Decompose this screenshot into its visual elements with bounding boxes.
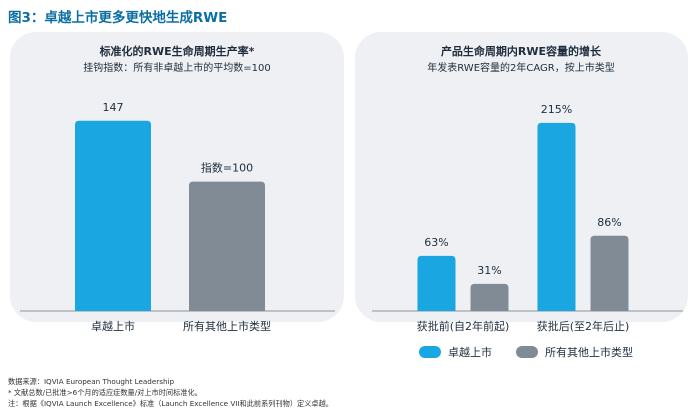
left-bar-value-label-1: 147 — [103, 101, 124, 114]
left-category-label-1: 卓越上市 — [91, 319, 135, 333]
footer-note-1: * 文献总数/已批准>6个月的适应症数量/对上市时间标准化。 — [8, 388, 202, 397]
left-bar-1 — [75, 120, 151, 311]
right-bar-1-1 — [417, 255, 456, 311]
right-chart-panel — [355, 32, 688, 322]
right-bar-value-label-1-2: 31% — [477, 264, 501, 277]
footer-note-2: 注：根据《IQVIA Launch Excellence》标准（Launch E… — [8, 399, 333, 408]
footer-source: 数据来源：IQVIA European Thought Leadership — [8, 377, 175, 386]
left-bar-2 — [189, 181, 265, 311]
left-chart-title: 标准化的RWE生命周期生产率* — [99, 44, 255, 58]
right-bar-1-2 — [470, 283, 509, 311]
right-bar-value-label-2-1: 215% — [541, 103, 572, 116]
right-bar-2-1 — [537, 122, 576, 311]
left-bar-value-label-2: 指数=100 — [201, 161, 253, 175]
panel-divider — [349, 32, 350, 322]
legend-swatch-2 — [516, 346, 538, 358]
legend-swatch-1 — [419, 346, 441, 358]
right-bar-2-2 — [590, 235, 629, 311]
right-category-label-2: 获批后(至2年后止) — [537, 319, 630, 333]
right-chart-title: 产品生命周期内RWE容量的增长 — [441, 44, 602, 58]
right-chart-subtitle: 年发表RWE容量的2年CAGR，按上市类型 — [427, 61, 614, 74]
left-category-label-2: 所有其他上市类型 — [183, 319, 271, 333]
right-category-label-1: 获批前(自2年前起) — [417, 319, 510, 333]
legend-label-1: 卓越上市 — [448, 345, 492, 359]
figure-title: 图3：卓越上市更多更快地生成RWE — [8, 10, 228, 26]
left-chart-subtitle: 挂钩指数：所有非卓越上市的平均数=100 — [83, 61, 270, 74]
right-bar-value-label-2-2: 86% — [597, 216, 621, 229]
right-bar-value-label-1-1: 63% — [424, 236, 448, 249]
legend-label-2: 所有其他上市类型 — [545, 345, 633, 359]
left-chart-panel — [10, 32, 344, 322]
